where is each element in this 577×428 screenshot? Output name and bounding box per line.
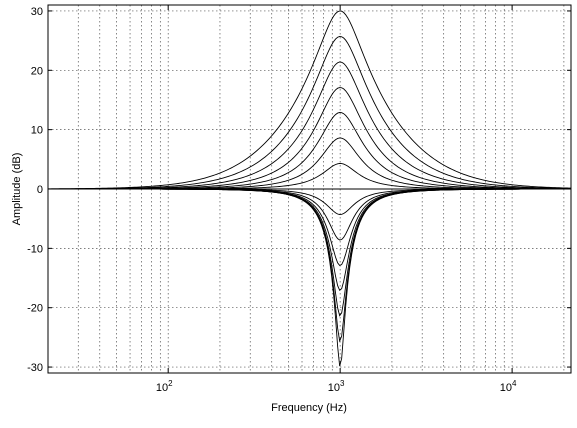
y-tick-labels: -30 -20 -10 0 10 20 30: [27, 6, 571, 374]
eq-curve-14: [48, 188, 571, 367]
eq-curve-9: [48, 188, 571, 241]
eq-curve-1: [47, 36, 572, 190]
eq-curve-4: [48, 112, 572, 190]
eq-curve-6: [48, 163, 571, 190]
eq-curve-5: [48, 137, 571, 190]
y-tick-label: -30: [27, 362, 43, 374]
eq-curve-10: [48, 188, 571, 267]
curves-layer: [47, 10, 572, 367]
y-axis-label: Amplitude (dB): [11, 153, 23, 226]
y-tick-label: -10: [27, 243, 43, 255]
eq-curve-0: [47, 10, 572, 190]
eq-curve-13: [48, 188, 571, 343]
y-tick-label: 20: [31, 65, 43, 77]
y-tick-label: 30: [31, 6, 43, 18]
eq-curve-12: [48, 188, 571, 317]
x-tick-label: 103: [328, 379, 345, 394]
x-axis-label: Frequency (Hz): [271, 402, 347, 414]
eq-curve-3: [48, 87, 572, 190]
y-tick-label: 10: [31, 125, 43, 137]
x-tick-label: 102: [156, 379, 173, 394]
eq-curve-2: [48, 61, 572, 190]
y-tick-label: 0: [37, 184, 43, 196]
y-tick-label: -20: [27, 303, 43, 315]
x-tick-label: 104: [500, 379, 517, 394]
